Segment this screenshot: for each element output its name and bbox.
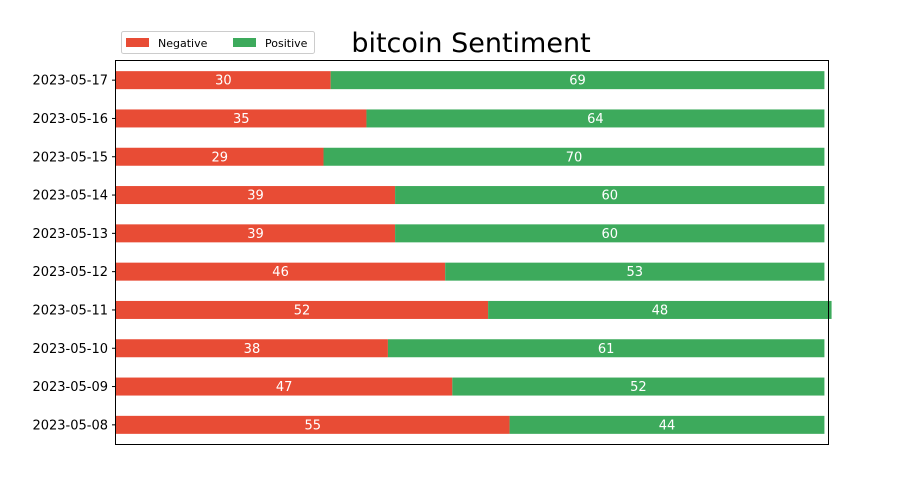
data-label-positive-2023-05-14: 60	[601, 189, 618, 204]
bars-layer	[116, 71, 832, 434]
bar-negative-2023-05-15	[116, 147, 324, 166]
y-tick-label-2023-05-17: 2023-05-17	[32, 74, 108, 89]
bar-positive-2023-05-17	[330, 71, 825, 90]
data-label-negative-2023-05-12: 46	[272, 265, 289, 280]
data-label-positive-2023-05-12: 53	[627, 265, 644, 280]
data-label-negative-2023-05-09: 47	[276, 380, 293, 395]
y-tick-label-2023-05-08: 2023-05-08	[32, 418, 108, 433]
y-tick-label-2023-05-11: 2023-05-11	[32, 303, 108, 318]
data-label-negative-2023-05-10: 38	[244, 342, 261, 357]
bar-positive-2023-05-12	[445, 262, 825, 281]
legend-frame	[121, 31, 315, 54]
data-label-negative-2023-05-13: 39	[247, 227, 264, 242]
y-tick-label-2023-05-12: 2023-05-12	[32, 265, 108, 280]
data-label-positive-2023-05-13: 60	[601, 227, 618, 242]
plot-frame	[115, 60, 829, 445]
bar-negative-2023-05-16	[116, 109, 367, 128]
data-labels-layer: 55 44 47 52 38 61 52 48 46 53 39 60 39 60 29 70 35 64 30 69	[211, 74, 675, 434]
bar-positive-2023-05-10	[387, 339, 825, 358]
bar-negative-2023-05-13	[116, 224, 396, 243]
bar-negative-2023-05-10	[116, 339, 388, 358]
y-tick-label-2023-05-13: 2023-05-13	[32, 227, 108, 242]
bar-positive-2023-05-11	[488, 300, 832, 319]
bar-positive-2023-05-16	[366, 109, 825, 128]
y-tick-label-2023-05-15: 2023-05-15	[32, 150, 108, 165]
data-label-negative-2023-05-16: 35	[233, 112, 250, 127]
data-label-negative-2023-05-17: 30	[215, 74, 232, 89]
chart-title: bitcoin Sentiment	[351, 28, 590, 59]
y-tick-label-2023-05-14: 2023-05-14	[32, 189, 108, 204]
bar-negative-2023-05-17	[116, 71, 331, 90]
bar-negative-2023-05-14	[116, 186, 396, 205]
data-label-positive-2023-05-16: 64	[587, 112, 604, 127]
y-tick-label-2023-05-16: 2023-05-16	[32, 112, 108, 127]
bar-negative-2023-05-11	[116, 300, 489, 319]
data-label-negative-2023-05-14: 39	[247, 189, 264, 204]
legend-swatch-positive	[233, 38, 256, 47]
y-tick-label-2023-05-09: 2023-05-09	[32, 380, 108, 395]
y-axis-ticks: 2023-05-08 2023-05-09 2023-05-10 2023-05-11…	[32, 74, 116, 433]
bar-negative-2023-05-12	[116, 262, 446, 281]
bar-positive-2023-05-08	[509, 415, 825, 434]
legend-swatch-negative	[126, 38, 149, 47]
bar-negative-2023-05-08	[116, 415, 510, 434]
bar-positive-2023-05-13	[395, 224, 825, 243]
y-tick-label-2023-05-10: 2023-05-10	[32, 342, 108, 357]
legend: Negative Positive	[121, 31, 315, 54]
data-label-positive-2023-05-17: 69	[569, 74, 586, 89]
data-label-positive-2023-05-08: 44	[659, 418, 676, 433]
data-label-negative-2023-05-11: 52	[294, 303, 311, 318]
data-label-negative-2023-05-08: 55	[305, 418, 322, 433]
data-label-positive-2023-05-11: 48	[652, 303, 669, 318]
data-label-positive-2023-05-10: 61	[598, 342, 615, 357]
bar-positive-2023-05-15	[323, 147, 825, 166]
legend-label-positive: Positive	[265, 37, 308, 50]
data-label-negative-2023-05-15: 29	[211, 150, 228, 165]
data-label-positive-2023-05-15: 70	[566, 150, 583, 165]
bar-positive-2023-05-14	[395, 186, 825, 205]
bar-negative-2023-05-09	[116, 377, 453, 396]
data-label-positive-2023-05-09: 52	[630, 380, 647, 395]
bar-positive-2023-05-09	[452, 377, 825, 396]
legend-label-negative: Negative	[158, 37, 208, 50]
